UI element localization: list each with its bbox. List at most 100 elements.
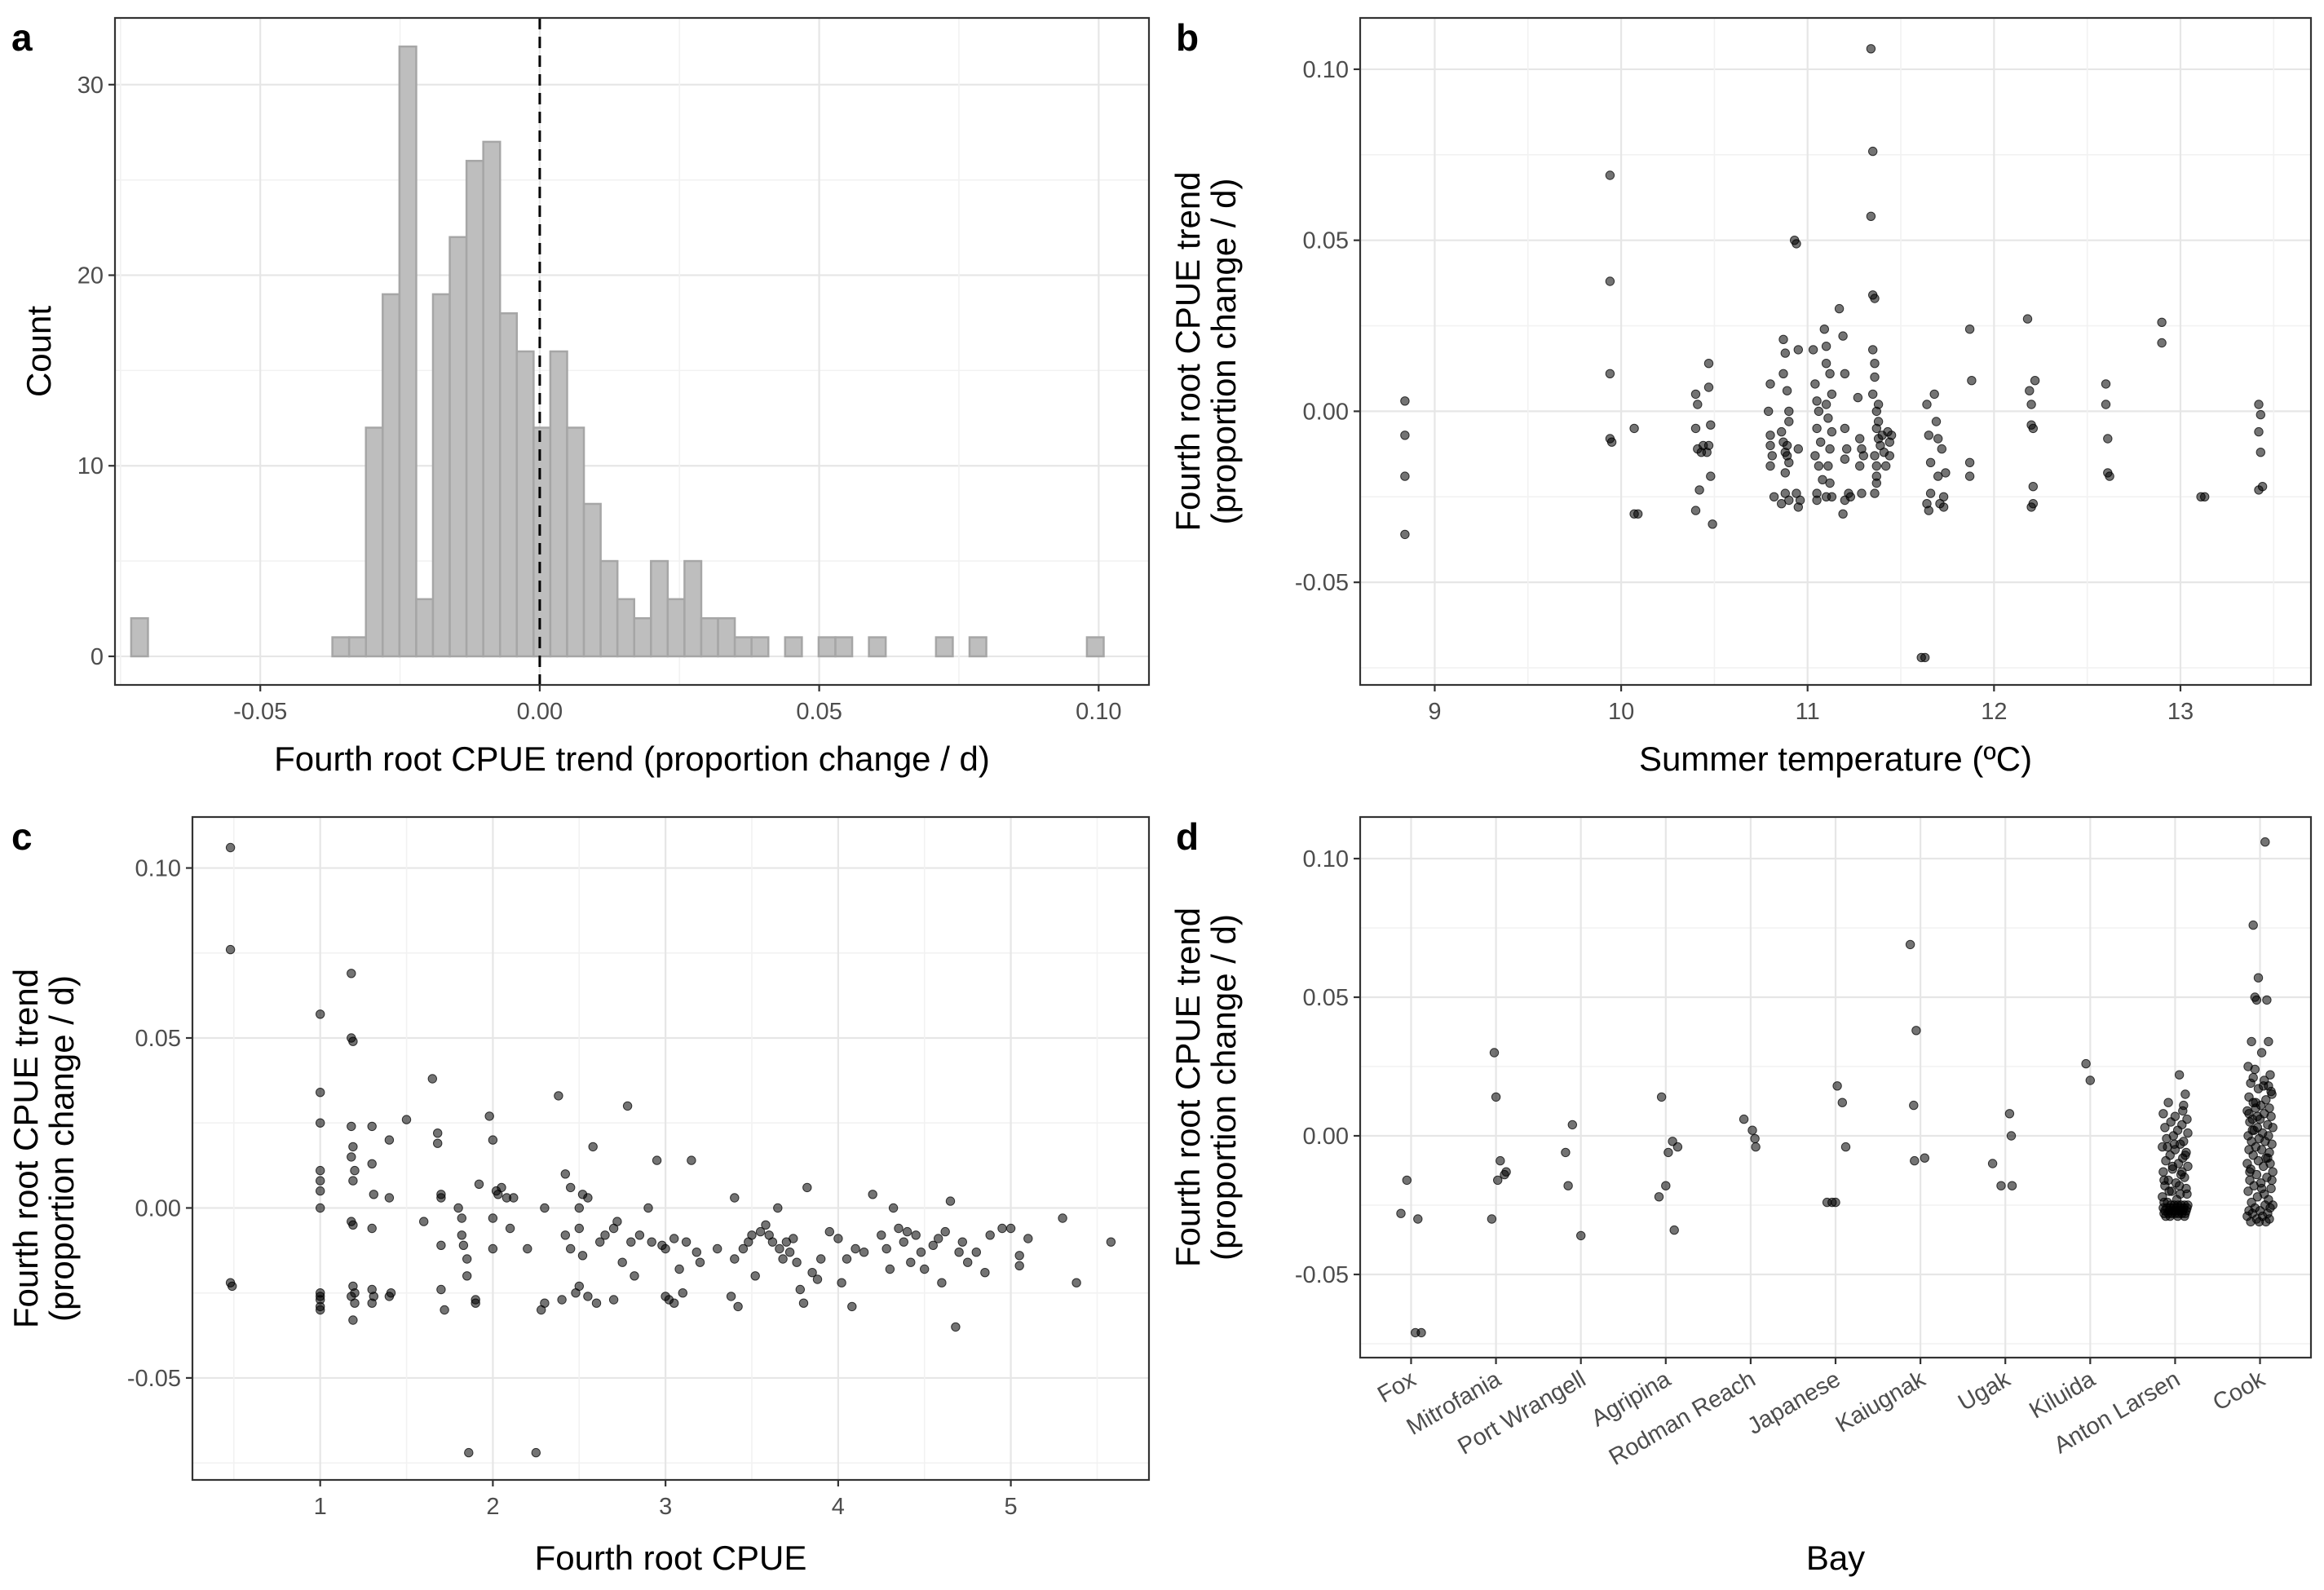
x-tick-label: 0.05 [796,699,842,725]
data-point [877,1230,886,1240]
data-point [847,1301,857,1312]
data-point [888,1203,899,1213]
data-point [2256,409,2266,420]
data-point [2259,1161,2269,1172]
data-point [588,1142,598,1152]
data-point [2265,1070,2275,1080]
data-point [647,1237,656,1247]
panel-c-scatter-cpue: c 1 2 3 4 5 -0.05 0.00 0.05 0.10 Fourth root CP… [7,815,1151,1577]
panel-a-y-axis-title: Count [20,306,58,397]
data-point [1855,461,1865,471]
histogram-bar [331,636,351,658]
data-point [2182,1189,2192,1199]
data-point [348,1176,358,1186]
data-point [2165,1211,2175,1221]
data-point [369,1190,378,1199]
data-point [1821,359,1831,369]
x-tick-label: 3 [659,1494,672,1520]
data-point [600,1230,610,1240]
data-point [1964,471,1975,481]
data-point [1967,376,1977,386]
panel-c-points [225,842,1116,1458]
data-point [1814,406,1824,417]
data-point [2254,400,2264,409]
x-tick-label: 0.10 [1076,699,1121,725]
histogram-bar [784,636,803,658]
panel-b-y-axis-title: Fourth root CPUE trend(proportion change… [1169,171,1243,531]
data-point [1838,331,1848,341]
data-point [484,1111,494,1121]
histogram-bar [465,160,484,658]
histogram-bar [482,140,501,658]
data-point [1563,1181,1573,1190]
data-point [1777,426,1787,437]
data-point [347,1121,356,1132]
data-point [1769,492,1779,501]
data-point [626,1237,636,1247]
data-point [1661,1181,1671,1190]
data-point [868,1190,877,1199]
data-point [695,1257,705,1267]
data-point [2004,1109,2015,1119]
data-point [471,1298,480,1308]
data-point [1819,325,1830,334]
data-point [971,1248,982,1257]
data-point [1845,492,1856,501]
data-point [2101,400,2111,409]
data-point [1920,652,1930,663]
x-tick-label: 2 [486,1494,499,1520]
data-point [622,1101,633,1111]
data-point [940,1226,950,1237]
data-point [384,1135,395,1145]
data-point [2105,471,2114,481]
data-point [661,1243,670,1254]
data-point [419,1217,429,1226]
data-point [2180,1151,2190,1160]
y-tick-label: -0.05 [1295,570,1349,596]
histogram-bar [599,559,619,658]
histogram-bar [717,616,736,658]
data-point [767,1237,778,1247]
data-point [963,1257,973,1267]
data-point [1931,417,1942,426]
data-point [316,1176,325,1186]
data-point [957,1237,968,1247]
panel-a-x-axis-title: Fourth root CPUE trend (proportion chang… [274,740,990,778]
panel-a-label: a [11,16,33,59]
panel-b-label: b [1176,16,1199,59]
data-point [807,1268,817,1278]
histogram-bar [868,636,887,658]
y-tick-label: 0 [91,644,104,670]
data-point [436,1284,446,1295]
y-tick-label: 0.05 [1303,228,1349,254]
data-point [574,1281,584,1292]
data-point [1782,386,1792,395]
data-point [2251,1098,2261,1107]
data-point [228,1281,237,1292]
data-point [798,1298,809,1308]
panel-c-y-ticks: -0.05 0.00 0.05 0.10 [127,856,192,1392]
data-point [643,1203,653,1213]
data-point [1924,431,1934,440]
data-point [2253,1084,2264,1093]
histogram-bar [347,636,367,658]
data-point [1840,454,1850,464]
data-point [1920,1153,1930,1163]
data-point [669,1298,679,1308]
x-tick-label: 0.00 [517,699,563,725]
data-point [2162,1133,2172,1144]
data-point [1491,1092,1501,1102]
data-point [1871,423,1882,434]
data-point [462,1271,472,1281]
data-point [2081,1058,2091,1069]
x-tick-label: -0.05 [233,699,287,725]
data-point [347,969,356,978]
y-axis-title-line: Fourth root CPUE trend [1169,171,1207,531]
data-point [2157,317,2167,327]
y-tick-label: 0.00 [1303,1124,1349,1150]
data-point [1922,400,1932,409]
data-point [812,1274,823,1284]
data-point [1814,461,1824,471]
data-point [1703,382,1714,392]
data-point [348,1142,358,1152]
